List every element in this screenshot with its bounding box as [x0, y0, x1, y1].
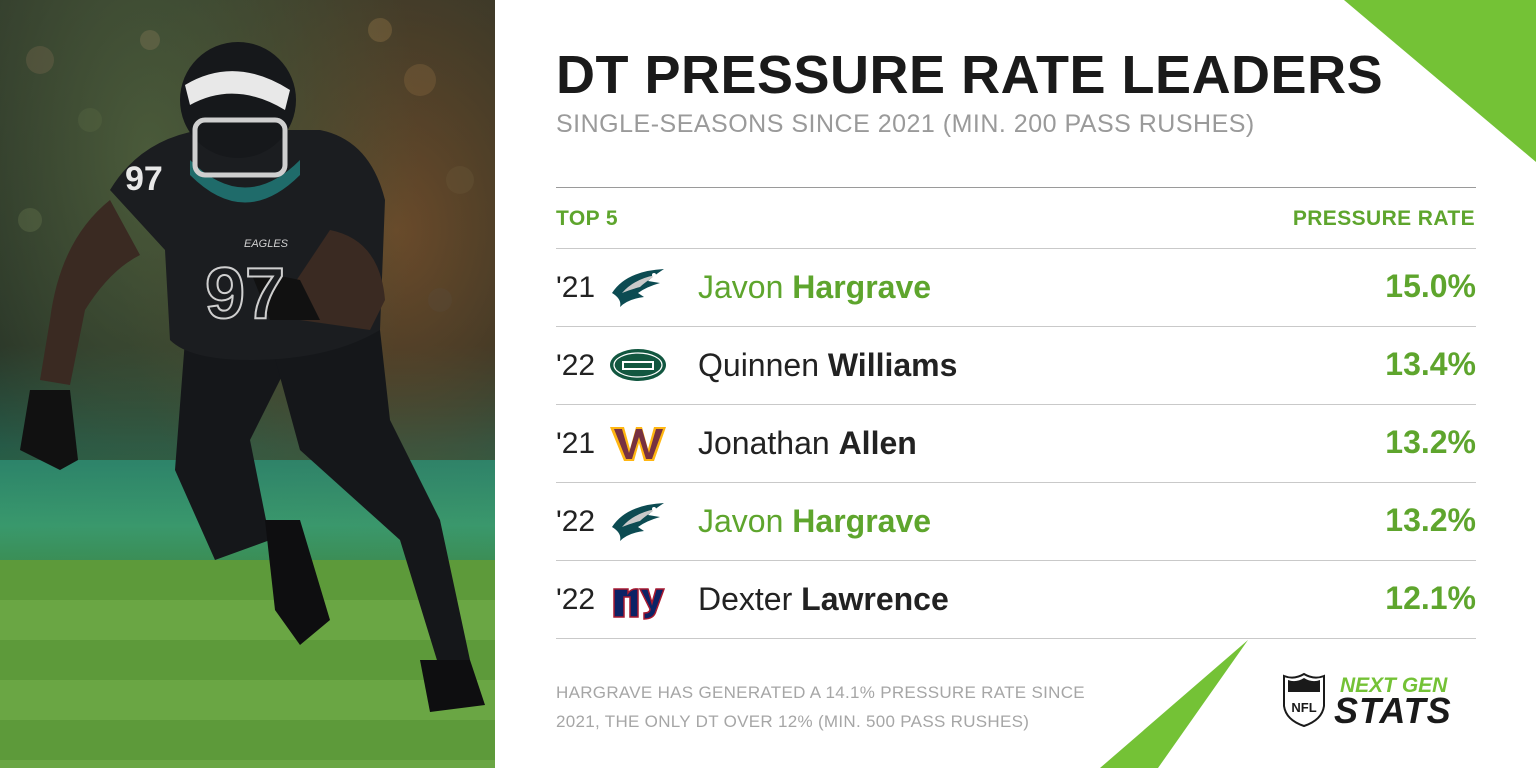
player-figure: 97 97 EAGLES [18, 18, 485, 712]
table-row: '22 Javon Hargrave 13.2% [556, 483, 1476, 561]
divider [556, 560, 1476, 561]
jersey-number-shoulder: 97 [125, 160, 163, 198]
divider [556, 248, 1476, 249]
row-player-name: Jonathan Allen [698, 425, 917, 461]
football-field [0, 560, 495, 768]
jersey-number-front: 97 [205, 254, 285, 334]
eagles-logo-icon [612, 503, 664, 541]
decorative-triangle-bottom [1100, 640, 1248, 768]
eagles-logo-icon [612, 269, 664, 307]
svg-text:NFL: NFL [1291, 700, 1316, 715]
jersey-wordmark: EAGLES [244, 238, 289, 250]
divider [556, 482, 1476, 483]
row-pressure-rate: 13.4% [1385, 346, 1476, 382]
divider [556, 326, 1476, 327]
row-year: '22 [556, 583, 596, 616]
giants-logo-icon [613, 588, 666, 620]
decorative-triangle-top [1344, 0, 1536, 162]
row-pressure-rate: 15.0% [1385, 268, 1476, 304]
commanders-logo-icon [610, 427, 666, 461]
footnote: HARGRAVE HAS GENERATED A 14.1% PRESSURE … [556, 683, 1085, 731]
table-header-pressure-rate: PRESSURE RATE [1292, 207, 1475, 230]
row-player-name: Quinnen Williams [698, 347, 958, 383]
row-year: '21 [556, 271, 596, 304]
divider-bottom [556, 638, 1476, 639]
row-year: '22 [556, 505, 596, 538]
table-row: '21 Jonathan Allen 13.2% [556, 405, 1476, 483]
table-row: '22 Dexter Lawrence 12.1% [556, 561, 1476, 639]
row-pressure-rate: 13.2% [1385, 424, 1476, 460]
row-year: '22 [556, 349, 596, 382]
row-player-name: Dexter Lawrence [698, 581, 949, 617]
player-photo: 97 97 EAGLES [0, 0, 495, 768]
row-player-name: Javon Hargrave [698, 503, 932, 539]
next-gen-text: NEXT GEN [1340, 674, 1448, 697]
nfl-shield-icon: NFL [1283, 672, 1325, 728]
page-subtitle: SINGLE-SEASONS SINCE 2021 (MIN. 200 PASS… [556, 110, 1255, 138]
jets-logo-icon [610, 349, 666, 381]
page-title: DT PRESSURE RATE LEADERS [556, 45, 1384, 105]
table-row: '22 Quinnen Williams 13.4% [556, 327, 1476, 405]
stats-text: STATS [1334, 690, 1452, 731]
table-row: '21 Javon Hargrave 15.0% [556, 249, 1476, 327]
table-header-top5: TOP 5 [556, 207, 618, 230]
row-player-name: Javon Hargrave [698, 269, 932, 305]
row-pressure-rate: 13.2% [1385, 502, 1476, 538]
row-year: '21 [556, 427, 596, 460]
divider [556, 404, 1476, 405]
divider-top [556, 187, 1476, 188]
row-pressure-rate: 12.1% [1385, 580, 1476, 616]
